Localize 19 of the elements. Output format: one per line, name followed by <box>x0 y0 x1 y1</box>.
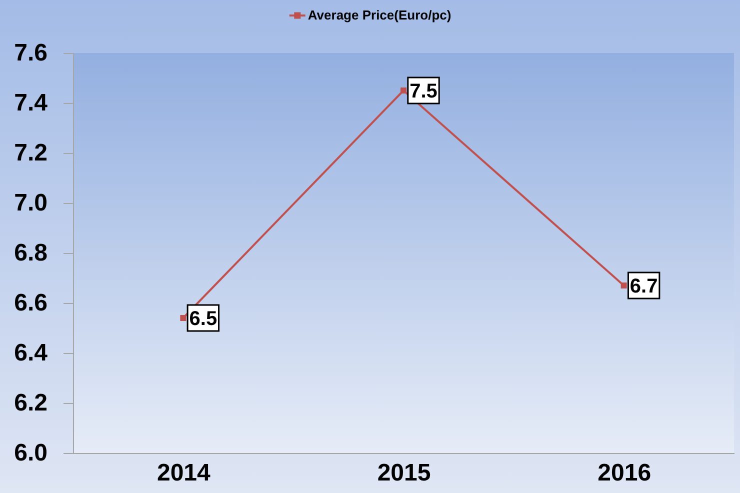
x-tick-label: 2015 <box>377 460 431 486</box>
data-label: 7.5 <box>410 80 438 102</box>
x-tick-label: 2016 <box>598 460 652 486</box>
x-tick-label: 2014 <box>156 460 212 486</box>
y-tick-label: 7.4 <box>14 90 48 116</box>
y-tick-label: 7.2 <box>14 140 48 166</box>
data-label: 6.7 <box>630 276 658 298</box>
point <box>400 88 406 94</box>
legend-label: Average Price(Euro/pc) <box>308 8 452 22</box>
point <box>620 282 627 288</box>
y-tick-label: 6.2 <box>14 390 48 416</box>
point <box>180 315 186 321</box>
y-tick-label: 7.6 <box>14 40 48 66</box>
y-tick-label: 6.0 <box>14 440 48 466</box>
y-tick-label: 7.0 <box>14 190 48 216</box>
y-tick-label: 6.8 <box>14 240 48 266</box>
y-tick-label: 6.4 <box>14 340 48 366</box>
y-tick-label: 6.6 <box>14 290 48 316</box>
data-label: 6.5 <box>189 308 218 330</box>
